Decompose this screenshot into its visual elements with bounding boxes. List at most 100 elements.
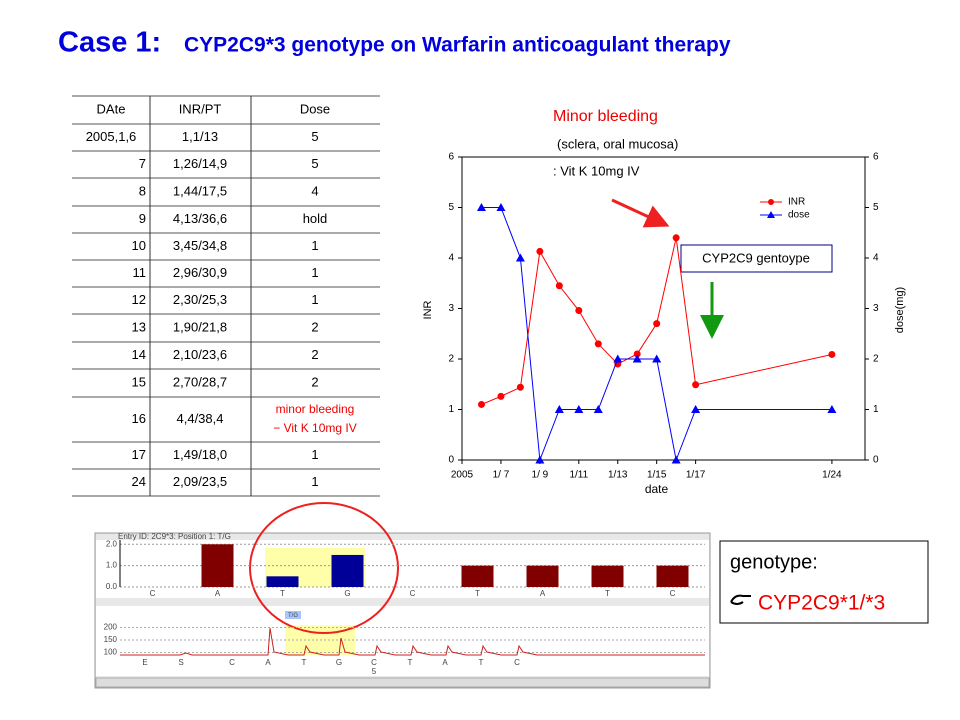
- x-tick-label: A: [540, 589, 546, 598]
- y-tick-label: 2.0: [106, 539, 118, 548]
- data-point: [575, 307, 583, 315]
- annotation: CYP2C9 gentoype: [702, 250, 810, 265]
- table-cell: 1,1/13: [182, 129, 218, 144]
- bar: [266, 576, 299, 587]
- table-cell: 5: [311, 129, 318, 144]
- inr-table: DAte INR/PT Dose 2005,1,6 1,1/13 5 7 1,26/14,9 5…: [72, 95, 380, 497]
- bar: [201, 544, 234, 587]
- x-tick-label: 1/ 9: [532, 470, 549, 481]
- data-point: [496, 203, 506, 211]
- data-point: [594, 340, 602, 348]
- table-cell: 4,13/36,6: [173, 211, 227, 226]
- table-cell: 12: [132, 292, 146, 307]
- result-genotype: CYP2C9*1/*3: [758, 592, 885, 615]
- table-cell: 8: [139, 183, 146, 198]
- table-cell: 14: [132, 347, 146, 362]
- base-label: G: [336, 658, 342, 667]
- position-label: T/G: [288, 613, 298, 619]
- data-point: [535, 455, 545, 464]
- y2-axis-label: dose(mg): [894, 287, 906, 333]
- table-cell: 1: [311, 292, 318, 307]
- x-tick-label: 1/13: [608, 470, 628, 481]
- legend-label: dose: [788, 210, 810, 221]
- x-tick-label: T: [280, 589, 285, 598]
- data-point: [652, 354, 662, 363]
- y-tick-label: 200: [104, 623, 118, 632]
- result-box: [719, 540, 929, 624]
- x-tick-label: C: [410, 589, 416, 598]
- y-axis-label: INR: [422, 300, 434, 319]
- bar: [591, 565, 624, 587]
- column-header: DAte: [97, 101, 126, 116]
- bar: [461, 565, 494, 587]
- table-cell: 24: [132, 474, 146, 489]
- y-tick-label: 2: [448, 354, 454, 365]
- data-point: [692, 381, 700, 389]
- base-label: T: [479, 658, 484, 667]
- base-label: C: [229, 658, 235, 667]
- data-point: [613, 354, 623, 363]
- y2-tick-label: 2: [873, 354, 879, 365]
- x-tick-label: C: [150, 589, 156, 598]
- table-cell: 1: [311, 265, 318, 280]
- base-label: S: [178, 658, 183, 667]
- panel: [96, 606, 709, 676]
- y-tick-label: 100: [104, 648, 118, 657]
- base-label: A: [265, 658, 271, 667]
- genotype-box: [680, 244, 833, 273]
- pyrosequencing-screenshot: Entry ID: 2C9*3: Position 1: T/G 0.0 1.0 2.…: [94, 502, 711, 689]
- base-label: T: [408, 658, 413, 667]
- table-cell: 1: [311, 474, 318, 489]
- result-label: genotype:: [730, 551, 818, 573]
- base-label: T: [302, 658, 307, 667]
- inr-dose-chart: Minor bleeding (sclera, oral mucosa) : V…: [422, 108, 906, 496]
- table-cell: 2,09/23,5: [173, 474, 227, 489]
- data-point: [632, 354, 642, 363]
- x-tick-label: 2005: [451, 470, 474, 481]
- y2-tick-label: 0: [873, 455, 879, 466]
- annotation: Minor bleeding: [553, 108, 658, 125]
- table-cell: 4,4/38,4: [177, 411, 224, 426]
- y-tick-label: 0: [448, 455, 454, 466]
- data-point: [516, 383, 524, 391]
- data-point: [536, 247, 544, 255]
- y2-tick-label: 4: [873, 253, 879, 264]
- x-tick-label: T: [605, 589, 610, 598]
- table-cell: 1,44/17,5: [173, 183, 227, 198]
- x-tick-label: 1/15: [647, 470, 667, 481]
- table-cell: 3,45/34,8: [173, 238, 227, 253]
- scrollbar: [95, 677, 710, 688]
- annotation: : Vit K 10mg IV: [553, 163, 640, 178]
- table-cell: 2,10/23,6: [173, 347, 227, 362]
- data-point: [633, 350, 641, 358]
- table-cell: 16: [132, 411, 146, 426]
- x-axis-label: date: [645, 482, 669, 496]
- table-cell: 2,96/30,9: [173, 265, 227, 280]
- bar: [656, 565, 689, 587]
- data-point: [497, 392, 505, 400]
- data-point: [827, 405, 837, 413]
- table-cell: 2: [311, 374, 318, 389]
- data-point: [593, 405, 603, 413]
- y-tick-label: 1.0: [106, 561, 118, 570]
- table-cell: minor bleeding: [276, 402, 355, 416]
- table-cell: 2,30/25,3: [173, 292, 227, 307]
- data-point: [515, 253, 525, 262]
- table-cell: 10: [132, 238, 146, 253]
- data-point: [554, 405, 564, 413]
- table-cell: 11: [133, 265, 147, 280]
- y-tick-label: 5: [448, 202, 454, 213]
- y-tick-label: 150: [104, 635, 118, 644]
- panel-title: Entry ID: 2C9*3: Position 1: T/G: [118, 532, 231, 541]
- table-cell: 1: [311, 238, 318, 253]
- hand-icon: [730, 594, 751, 605]
- data-point: [691, 405, 701, 413]
- x-tick-label: T: [475, 589, 480, 598]
- data-point: [653, 320, 661, 328]
- column-header: INR/PT: [179, 101, 222, 116]
- bar: [526, 565, 559, 587]
- y-tick-label: 4: [448, 253, 454, 264]
- x-tick-label: A: [215, 589, 221, 598]
- data-point: [555, 282, 563, 290]
